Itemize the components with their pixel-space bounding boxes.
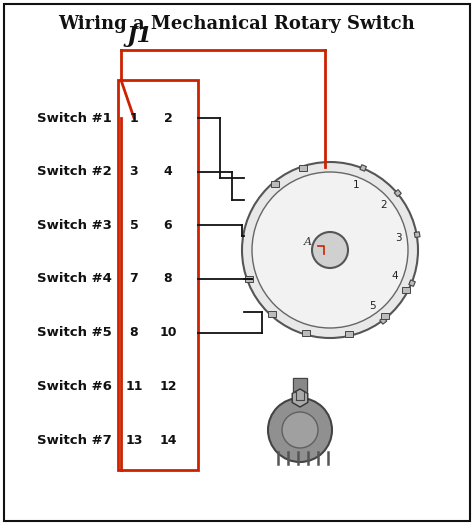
Bar [268, 311, 276, 317]
Text: 1: 1 [129, 111, 138, 124]
Text: 11: 11 [125, 380, 143, 393]
Text: 2: 2 [380, 200, 387, 210]
Text: Switch #6: Switch #6 [37, 380, 112, 393]
Bar [346, 331, 353, 337]
Text: 8: 8 [130, 326, 138, 339]
Bar [271, 181, 279, 187]
Text: 5: 5 [129, 219, 138, 232]
Text: Switch #7: Switch #7 [37, 434, 112, 446]
Text: 7: 7 [129, 272, 138, 286]
Circle shape [242, 162, 418, 338]
Bar [245, 277, 253, 282]
Text: 2: 2 [164, 111, 173, 124]
Text: 13: 13 [125, 434, 143, 446]
Bar [302, 330, 310, 335]
FancyBboxPatch shape [380, 317, 387, 324]
Bar [402, 287, 410, 293]
Bar [300, 165, 308, 171]
Text: 10: 10 [159, 326, 177, 339]
Text: 1: 1 [353, 180, 360, 190]
Circle shape [282, 412, 318, 448]
Polygon shape [293, 378, 307, 400]
Text: A: A [304, 237, 312, 247]
Text: 4: 4 [164, 165, 173, 178]
Text: 3: 3 [396, 233, 402, 243]
FancyBboxPatch shape [360, 165, 366, 171]
Text: Switch #4: Switch #4 [37, 272, 112, 286]
FancyBboxPatch shape [414, 232, 420, 237]
Bar [381, 313, 389, 319]
Text: 3: 3 [130, 165, 138, 178]
Text: Switch #3: Switch #3 [37, 219, 112, 232]
Text: 14: 14 [159, 434, 177, 446]
Text: 4: 4 [392, 271, 398, 281]
Text: Switch #5: Switch #5 [37, 326, 112, 339]
Bar [118, 80, 198, 470]
Text: Wiring a Mechanical Rotary Switch: Wiring a Mechanical Rotary Switch [59, 15, 415, 33]
FancyBboxPatch shape [409, 280, 415, 287]
Text: 6: 6 [164, 219, 173, 232]
Text: Switch #2: Switch #2 [37, 165, 112, 178]
Text: 5: 5 [369, 301, 375, 311]
Text: 8: 8 [164, 272, 173, 286]
Text: 12: 12 [159, 380, 177, 393]
Text: J1: J1 [127, 25, 153, 47]
Circle shape [268, 398, 332, 462]
Text: Switch #1: Switch #1 [37, 111, 112, 124]
FancyBboxPatch shape [394, 190, 401, 197]
Circle shape [312, 232, 348, 268]
Circle shape [252, 172, 408, 328]
